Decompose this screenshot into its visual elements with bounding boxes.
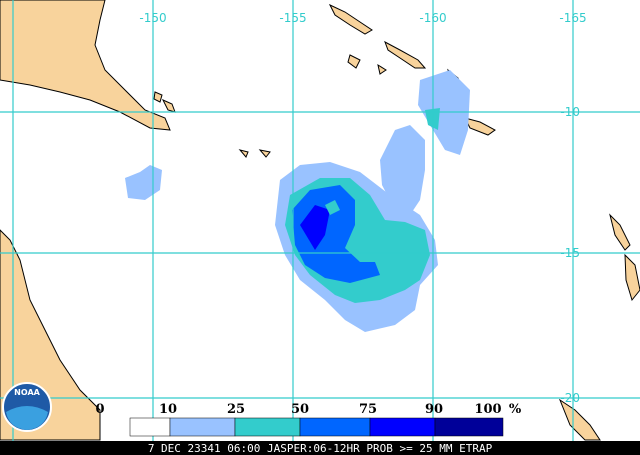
legend-swatch [299,417,371,437]
legend-label: 10 [159,402,177,417]
legend-swatch [129,417,171,437]
longitude-label: -160 [419,11,446,25]
latitude-label: -15 [560,246,580,260]
legend-swatch [234,417,301,437]
longitude-label: -165 [559,11,586,25]
legend-label: 90 [425,402,443,417]
legend-label: 50 [291,402,309,417]
logo-text: NOAA [14,388,40,397]
legend-swatch [434,417,504,437]
latitude-label: -20 [560,391,580,405]
caption: 7 DEC 23341 06:00 JASPER:06-12HR PROB >=… [148,442,493,455]
legend-swatch [169,417,236,437]
legend-label: 100 [474,402,501,417]
probability-field [125,70,470,332]
longitude-label: -150 [139,11,166,25]
legend-swatch [369,417,436,437]
legend-label: 75 [359,402,377,417]
legend-label: 0 [95,402,104,417]
legend-unit: % [509,402,522,417]
caption-bar [0,441,640,455]
noaa-logo: NOAA [2,382,52,432]
longitude-label: -155 [279,11,306,25]
legend-label: 25 [227,402,245,417]
latitude-label: -10 [560,105,580,119]
